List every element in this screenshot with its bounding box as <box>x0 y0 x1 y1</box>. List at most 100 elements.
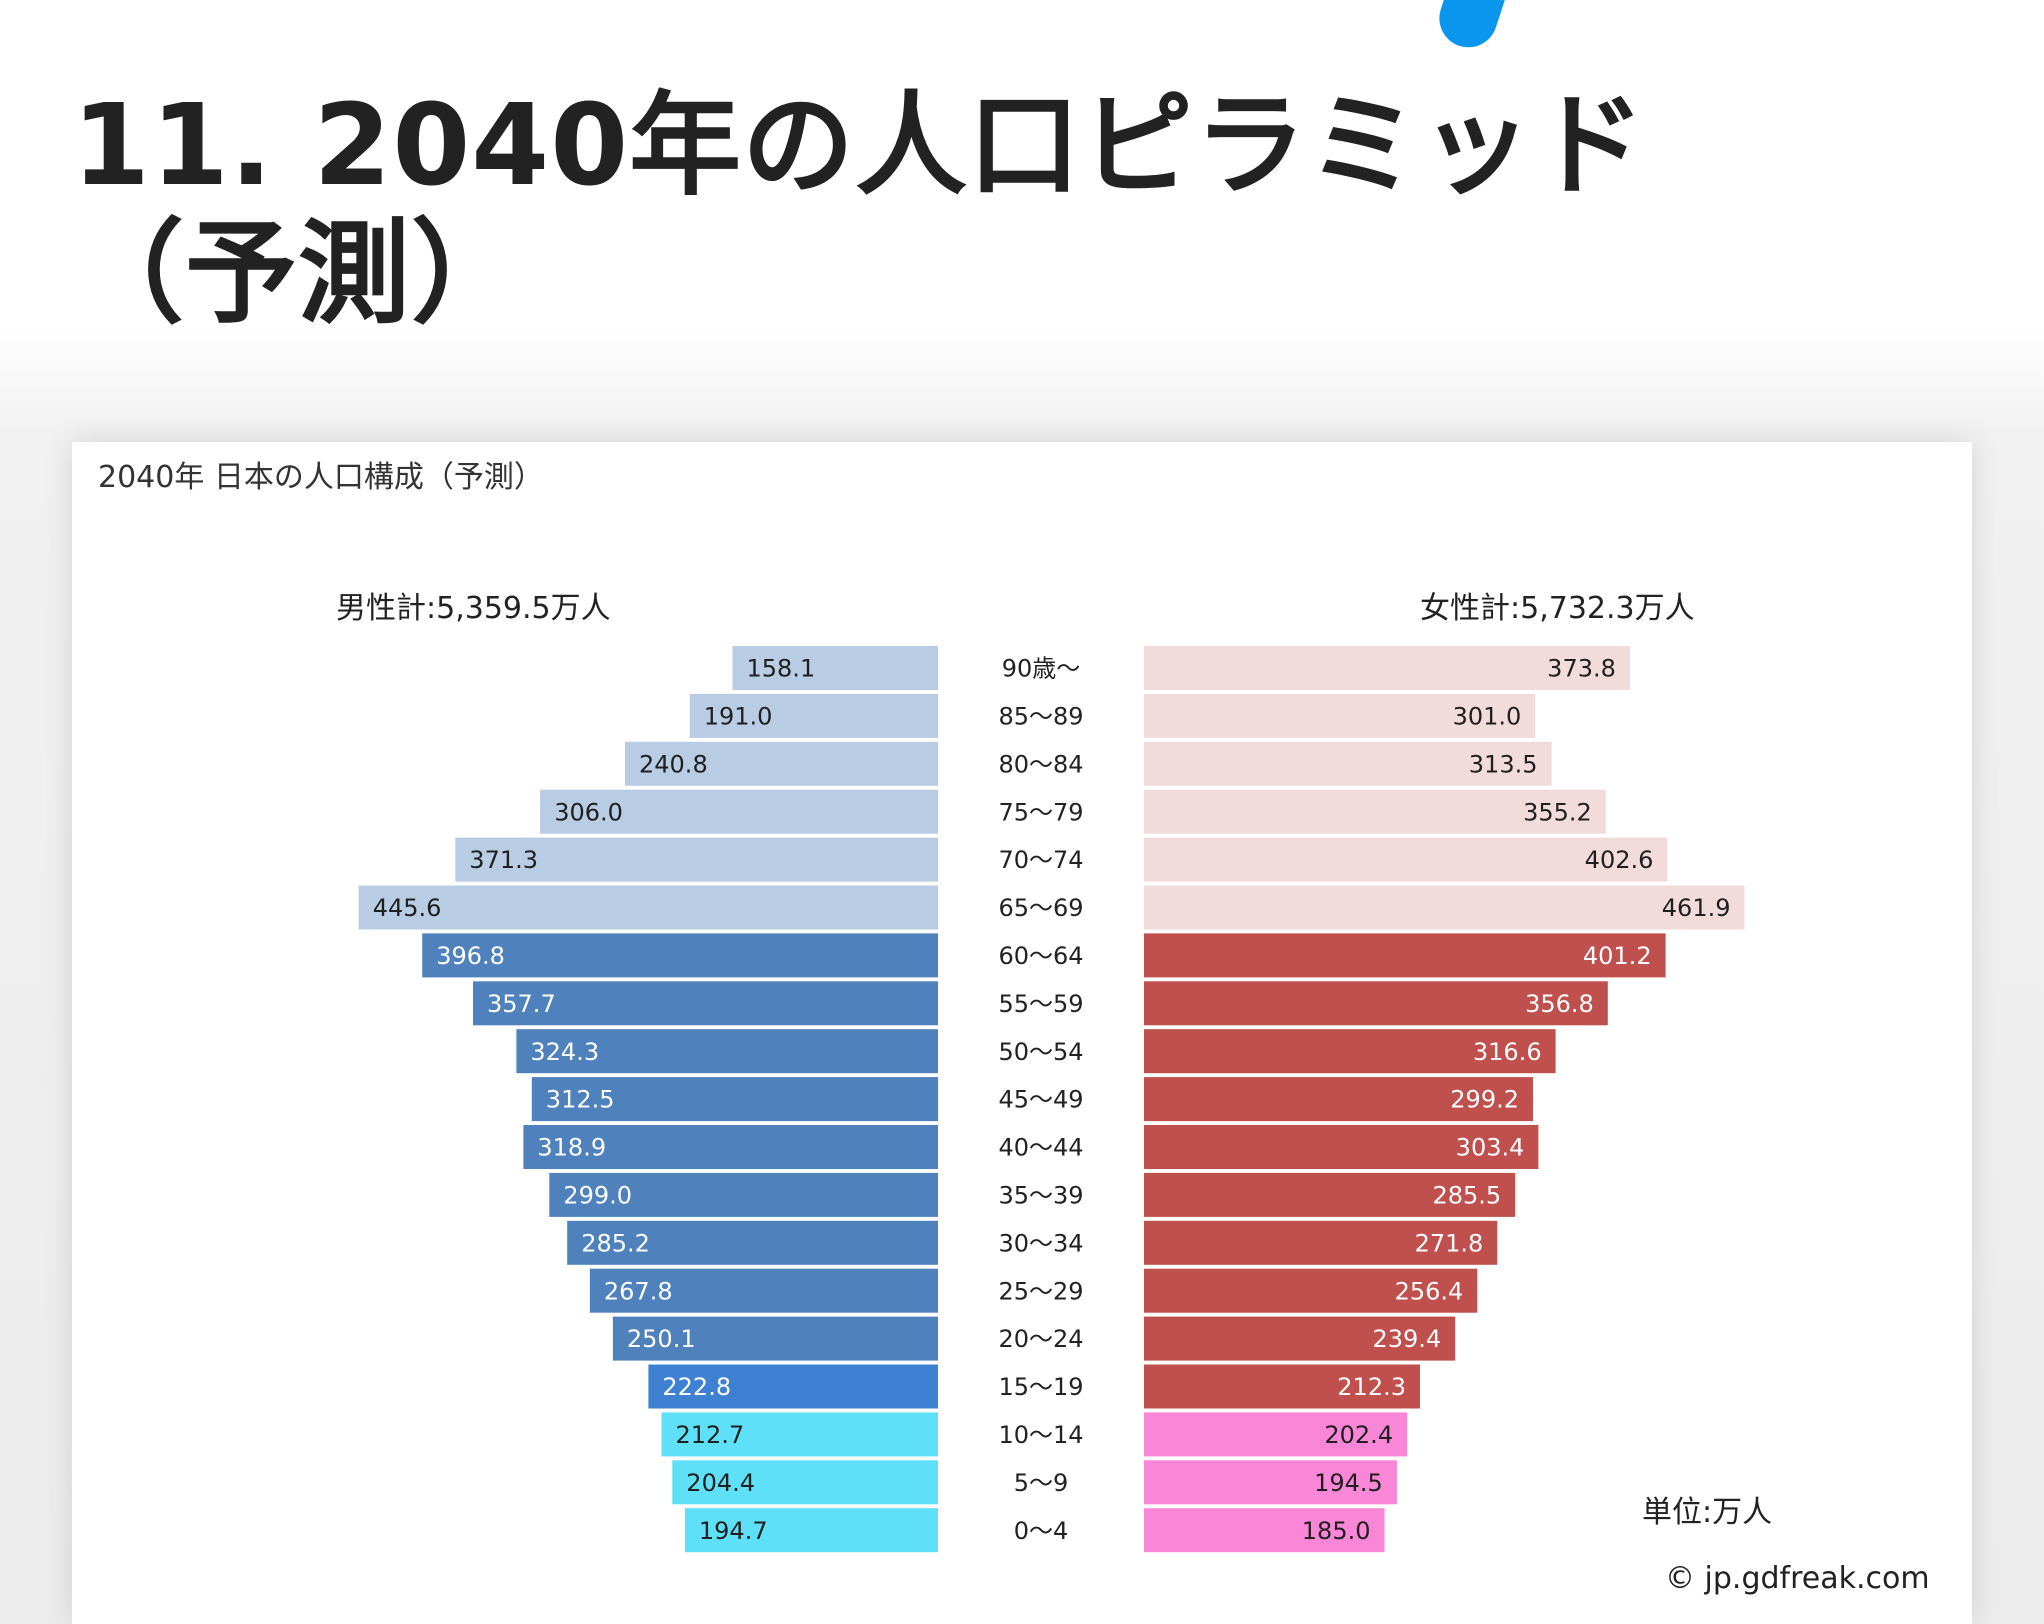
age-group-label: 80〜84 <box>998 750 1083 778</box>
age-group-label: 45〜49 <box>998 1086 1083 1114</box>
female-value-label: 461.9 <box>1662 894 1731 922</box>
female-bar <box>1144 837 1668 882</box>
male-bar <box>531 1077 939 1122</box>
female-value-label: 212.3 <box>1337 1373 1406 1401</box>
age-group-label: 50〜54 <box>998 1038 1083 1066</box>
age-group-label: 55〜59 <box>998 990 1083 1018</box>
male-value-label: 396.8 <box>436 942 505 970</box>
age-group-label: 70〜74 <box>998 846 1083 874</box>
male-value-label: 158.1 <box>747 655 816 683</box>
female-value-label: 271.8 <box>1415 1229 1484 1257</box>
female-bar <box>1144 981 1608 1026</box>
male-bar <box>549 1172 938 1217</box>
male-value-label: 312.5 <box>546 1086 615 1114</box>
age-group-label: 15〜19 <box>998 1373 1083 1401</box>
age-group-label: 85〜89 <box>998 703 1083 731</box>
female-value-label: 285.5 <box>1432 1182 1501 1210</box>
male-value-label: 267.8 <box>604 1277 673 1305</box>
credit-label: © jp.gdfreak.com <box>1665 1561 1930 1596</box>
age-group-label: 90歳〜 <box>1002 655 1081 683</box>
age-group-label: 65〜69 <box>998 894 1083 922</box>
female-value-label: 356.8 <box>1525 990 1594 1018</box>
female-bar <box>1144 646 1630 690</box>
female-value-label: 316.6 <box>1473 1038 1542 1066</box>
female-value-label: 299.2 <box>1450 1086 1519 1114</box>
male-value-label: 306.0 <box>554 798 623 826</box>
male-value-label: 250.1 <box>627 1325 696 1353</box>
female-value-label: 256.4 <box>1395 1277 1464 1305</box>
female-value-label: 185.0 <box>1302 1517 1371 1545</box>
male-bar <box>473 981 938 1026</box>
male-value-label: 445.6 <box>373 894 442 922</box>
male-value-label: 212.7 <box>676 1421 745 1449</box>
female-value-label: 202.4 <box>1324 1421 1393 1449</box>
male-value-label: 318.9 <box>537 1134 606 1162</box>
age-group-label: 60〜64 <box>998 942 1083 970</box>
female-bar <box>1144 1172 1516 1217</box>
female-value-label: 402.6 <box>1585 846 1654 874</box>
female-bar <box>1144 1125 1539 1169</box>
female-value-label: 301.0 <box>1453 703 1522 731</box>
age-group-label: 10〜14 <box>998 1421 1083 1449</box>
male-value-label: 191.0 <box>704 703 773 731</box>
female-value-label: 373.8 <box>1547 655 1616 683</box>
chart-card: 2040年 日本の人口構成（予測） 男性計:5,359.5万人 女性計:5,73… <box>72 442 1972 1624</box>
male-value-label: 324.3 <box>530 1038 599 1066</box>
male-bar <box>540 789 938 834</box>
male-bar <box>589 1268 938 1313</box>
bars-layer: 158.1 90歳〜 373.8 191.0 85〜89 301.0 240.8 80〜84 3… <box>358 646 1745 1553</box>
female-bar <box>1144 1412 1408 1457</box>
male-bar <box>422 933 938 978</box>
male-bar <box>689 693 938 738</box>
male-bar <box>672 1460 938 1505</box>
male-bar <box>567 1220 938 1265</box>
female-bar <box>1144 1364 1420 1409</box>
male-bar <box>648 1364 938 1409</box>
male-value-label: 222.8 <box>662 1373 731 1401</box>
age-group-label: 30〜34 <box>998 1229 1083 1257</box>
male-bar <box>661 1412 938 1457</box>
chart-title: 2040年 日本の人口構成（予測） <box>98 460 544 495</box>
male-value-label: 204.4 <box>686 1469 755 1497</box>
age-group-label: 5〜9 <box>1014 1469 1069 1497</box>
age-group-label: 25〜29 <box>998 1277 1083 1305</box>
male-value-label: 357.7 <box>487 990 556 1018</box>
female-value-label: 303.4 <box>1456 1134 1525 1162</box>
male-bar <box>523 1125 938 1169</box>
female-bar <box>1144 1316 1456 1361</box>
male-bar <box>358 885 938 930</box>
female-value-label: 239.4 <box>1372 1325 1441 1353</box>
male-bar <box>516 1029 938 1074</box>
male-value-label: 240.8 <box>639 750 708 778</box>
female-bar <box>1144 693 1536 738</box>
female-value-label: 194.5 <box>1314 1469 1383 1497</box>
male-value-label: 285.2 <box>581 1229 650 1257</box>
female-bar <box>1144 1268 1478 1313</box>
female-bar <box>1144 741 1552 786</box>
unit-label: 単位:万人 <box>1642 1495 1772 1530</box>
male-value-label: 299.0 <box>563 1182 632 1210</box>
female-bar <box>1144 885 1745 930</box>
female-bar <box>1144 1220 1498 1265</box>
age-group-label: 20〜24 <box>998 1325 1083 1353</box>
age-group-label: 40〜44 <box>998 1134 1083 1162</box>
male-value-label: 194.7 <box>699 1517 768 1545</box>
female-total-label: 女性計:5,732.3万人 <box>1420 591 1695 626</box>
female-bar <box>1144 1029 1556 1074</box>
male-bar <box>684 1508 938 1553</box>
male-bar <box>732 646 938 690</box>
female-bar <box>1144 1077 1533 1122</box>
page-heading: 11. 2040年の人口ピラミッド（予測） <box>72 81 1647 339</box>
female-value-label: 313.5 <box>1469 750 1538 778</box>
age-group-label: 35〜39 <box>998 1182 1083 1210</box>
male-bar <box>455 837 938 882</box>
male-bar <box>612 1316 938 1361</box>
female-bar <box>1144 1460 1397 1505</box>
female-bar <box>1144 1508 1385 1553</box>
female-value-label: 355.2 <box>1523 798 1592 826</box>
age-group-label: 75〜79 <box>998 798 1083 826</box>
male-bar <box>625 741 938 786</box>
female-bar <box>1144 933 1666 978</box>
population-pyramid-chart: 2040年 日本の人口構成（予測） 男性計:5,359.5万人 女性計:5,73… <box>98 460 1930 1596</box>
age-group-label: 0〜4 <box>1014 1517 1069 1545</box>
